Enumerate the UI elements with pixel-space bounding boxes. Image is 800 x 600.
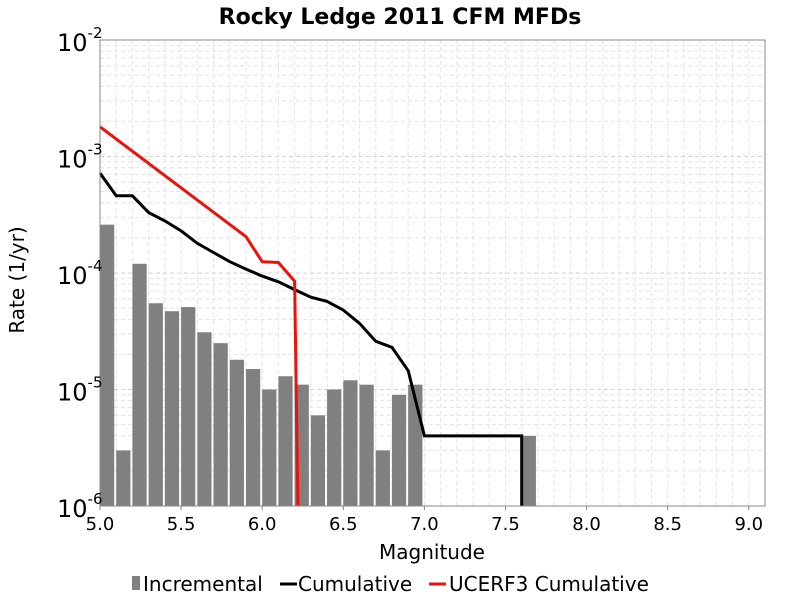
incremental-bar: [197, 332, 212, 506]
x-tick-label: 8.0: [572, 514, 601, 535]
x-tick-label: 6.0: [248, 514, 277, 535]
y-tick-label: 10-2: [57, 24, 103, 57]
x-tick-label: 7.0: [410, 514, 439, 535]
grid-lines: [100, 40, 765, 506]
incremental-bar: [359, 384, 374, 506]
incremental-bar: [245, 368, 261, 506]
incremental-bar: [278, 376, 293, 506]
legend-label-cumulative: Cumulative: [298, 572, 412, 596]
incremental-bars: [100, 224, 536, 506]
x-tick-label: 6.5: [329, 514, 358, 535]
incremental-bar: [148, 303, 163, 506]
x-tick-labels: 5.0 5.5 6.0 6.5 7.0 7.5 8.0 8.5 9.0: [86, 506, 763, 535]
y-tick-label: 10-5: [57, 374, 103, 407]
chart-title: Rocky Ledge 2011 CFM MFDs: [219, 5, 582, 30]
y-tick-label: 10-6: [57, 490, 103, 523]
incremental-bar: [391, 394, 407, 506]
x-tick-label: 8.5: [653, 514, 682, 535]
legend-swatch-incremental: [132, 576, 140, 590]
incremental-bar: [181, 307, 196, 506]
plot-frame: [99, 39, 766, 507]
ucerf3-cumulative-line: [99, 125, 300, 507]
incremental-bar: [213, 343, 228, 506]
x-tick-label: 5.5: [167, 514, 196, 535]
x-tick-label: 9.0: [734, 514, 763, 535]
incremental-bar: [132, 263, 147, 506]
incremental-bar: [262, 389, 277, 506]
legend: Incremental Cumulative UCERF3 Cumulative: [132, 572, 649, 596]
incremental-bar: [310, 415, 326, 506]
incremental-bar: [343, 380, 358, 506]
incremental-bar: [375, 450, 390, 506]
cumulative-lines: [98, 125, 524, 507]
incremental-bar: [164, 311, 180, 506]
incremental-bar: [229, 359, 244, 506]
x-tick-label: 7.5: [491, 514, 520, 535]
legend-label-incremental: Incremental: [143, 572, 263, 596]
x-axis-label: Magnitude: [379, 540, 485, 564]
legend-label-ucerf3-cumulative: UCERF3 Cumulative: [449, 572, 649, 596]
incremental-bar: [327, 389, 342, 506]
y-tick-label: 10-4: [57, 257, 103, 290]
y-tick-label: 10-3: [57, 141, 103, 174]
incremental-bar: [521, 435, 536, 506]
x-tick-label: 5.0: [86, 514, 115, 535]
y-tick-labels: 10-6 10-5 10-4 10-3 10-2: [57, 24, 103, 523]
y-axis-label: Rate (1/yr): [5, 226, 29, 333]
incremental-bar: [116, 450, 131, 506]
incremental-bar: [100, 224, 115, 506]
cumulative-line: [98, 172, 524, 506]
